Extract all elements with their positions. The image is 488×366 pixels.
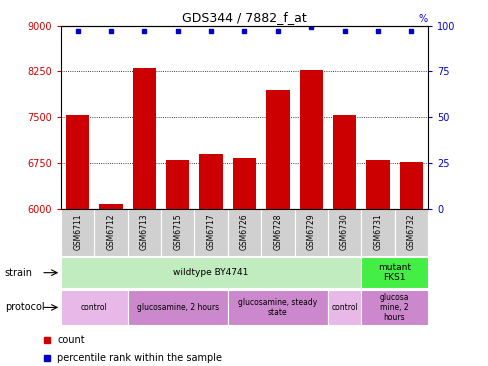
Text: GSM6717: GSM6717 [206, 213, 215, 250]
Bar [366, 160, 389, 366]
Bar [161, 209, 194, 256]
Bar [327, 209, 361, 256]
Bar [227, 209, 261, 256]
Bar [227, 290, 327, 325]
Bar [265, 90, 289, 366]
Bar [127, 209, 161, 256]
Text: GSM6732: GSM6732 [406, 213, 415, 250]
Text: glucosamine, 2 hours: glucosamine, 2 hours [137, 303, 219, 312]
Bar [99, 204, 122, 366]
Text: glucosamine, steady
state: glucosamine, steady state [238, 298, 317, 317]
Bar [61, 257, 361, 288]
Bar [399, 162, 422, 366]
Text: control: control [330, 303, 357, 312]
Bar [332, 115, 355, 366]
Bar [127, 290, 227, 325]
Text: GSM6726: GSM6726 [240, 213, 248, 250]
Bar [61, 290, 127, 325]
Text: GSM6730: GSM6730 [339, 213, 348, 250]
Text: GSM6713: GSM6713 [140, 213, 149, 250]
Bar [61, 209, 94, 256]
Text: GSM6712: GSM6712 [106, 213, 115, 250]
Text: glucosa
mine, 2
hours: glucosa mine, 2 hours [379, 292, 408, 322]
Bar [133, 68, 156, 366]
Bar [299, 70, 322, 366]
Text: count: count [57, 335, 84, 345]
Text: GSM6731: GSM6731 [373, 213, 382, 250]
Bar [361, 290, 427, 325]
Text: GSM6729: GSM6729 [306, 213, 315, 250]
Bar [361, 257, 427, 288]
Bar [394, 209, 427, 256]
Bar [194, 209, 227, 256]
Text: GSM6728: GSM6728 [273, 213, 282, 250]
Text: wildtype BY4741: wildtype BY4741 [173, 268, 248, 277]
Text: %: % [418, 14, 427, 24]
Bar [261, 209, 294, 256]
Bar [232, 158, 256, 366]
Text: GSM6715: GSM6715 [173, 213, 182, 250]
Text: mutant
FKS1: mutant FKS1 [377, 263, 410, 283]
Bar [361, 209, 394, 256]
Bar [94, 209, 127, 256]
Text: protocol: protocol [5, 302, 44, 313]
Text: control: control [81, 303, 108, 312]
Text: GSM6711: GSM6711 [73, 213, 82, 250]
Title: GDS344 / 7882_f_at: GDS344 / 7882_f_at [182, 11, 306, 25]
Text: strain: strain [5, 268, 33, 278]
Bar [66, 115, 89, 366]
Bar [166, 160, 189, 366]
Bar [294, 209, 327, 256]
Bar [199, 154, 223, 366]
Bar [327, 290, 361, 325]
Text: percentile rank within the sample: percentile rank within the sample [57, 353, 222, 363]
